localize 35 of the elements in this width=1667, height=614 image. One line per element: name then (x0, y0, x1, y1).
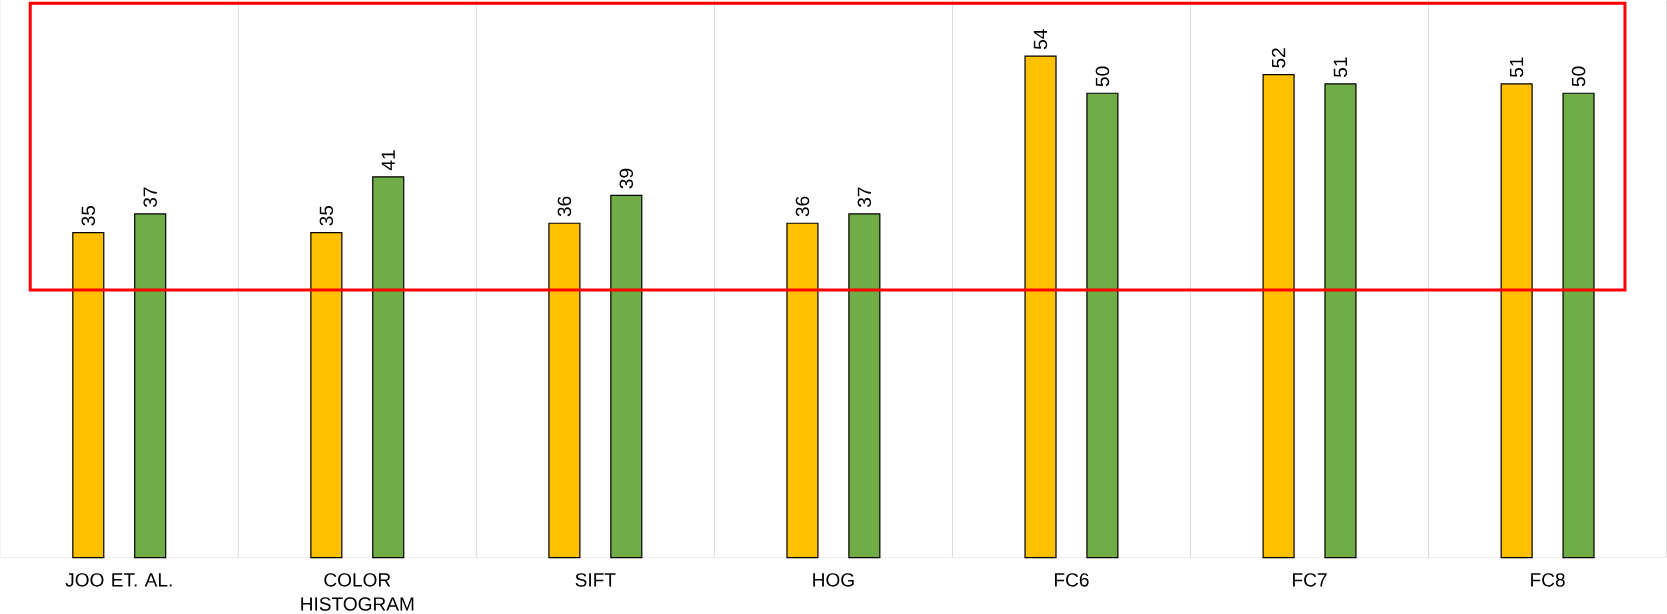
x-tick-label: HOG (813, 573, 854, 587)
x-tick-label: FC8 (1531, 573, 1565, 587)
bar (72, 231, 105, 559)
bar (610, 194, 643, 559)
bar (372, 176, 405, 559)
bar (548, 222, 581, 559)
bar (1324, 83, 1357, 559)
bar (1262, 74, 1295, 559)
data-label: 35 (81, 205, 96, 226)
data-label: 39 (619, 168, 634, 189)
x-tick-label: FC6 (1055, 573, 1089, 587)
data-label: 41 (381, 150, 395, 171)
data-label: 52 (1271, 48, 1286, 68)
data-label: 37 (143, 187, 157, 207)
bar (786, 222, 819, 559)
data-label: 51 (1509, 57, 1524, 77)
bar (1086, 92, 1119, 559)
data-label: 37 (857, 187, 872, 207)
bar (1562, 92, 1595, 559)
data-label: 35 (319, 205, 334, 226)
bar (134, 213, 167, 559)
bar (310, 231, 343, 559)
x-tick-label: JOO ET. AL. (65, 573, 172, 587)
x-tick-label: COLOR HISTOGRAM (301, 573, 414, 611)
data-label: 36 (795, 196, 810, 217)
data-label: 50 (1571, 66, 1586, 87)
x-tick-label: FC7 (1293, 573, 1327, 587)
bar (1500, 83, 1533, 559)
data-label: 51 (1333, 57, 1348, 77)
data-label: 36 (557, 196, 572, 217)
x-tick-label: SIFT (575, 573, 616, 587)
data-label: 54 (1033, 29, 1048, 50)
data-label: 50 (1095, 66, 1110, 87)
bar (1024, 55, 1057, 559)
bar (848, 213, 881, 559)
